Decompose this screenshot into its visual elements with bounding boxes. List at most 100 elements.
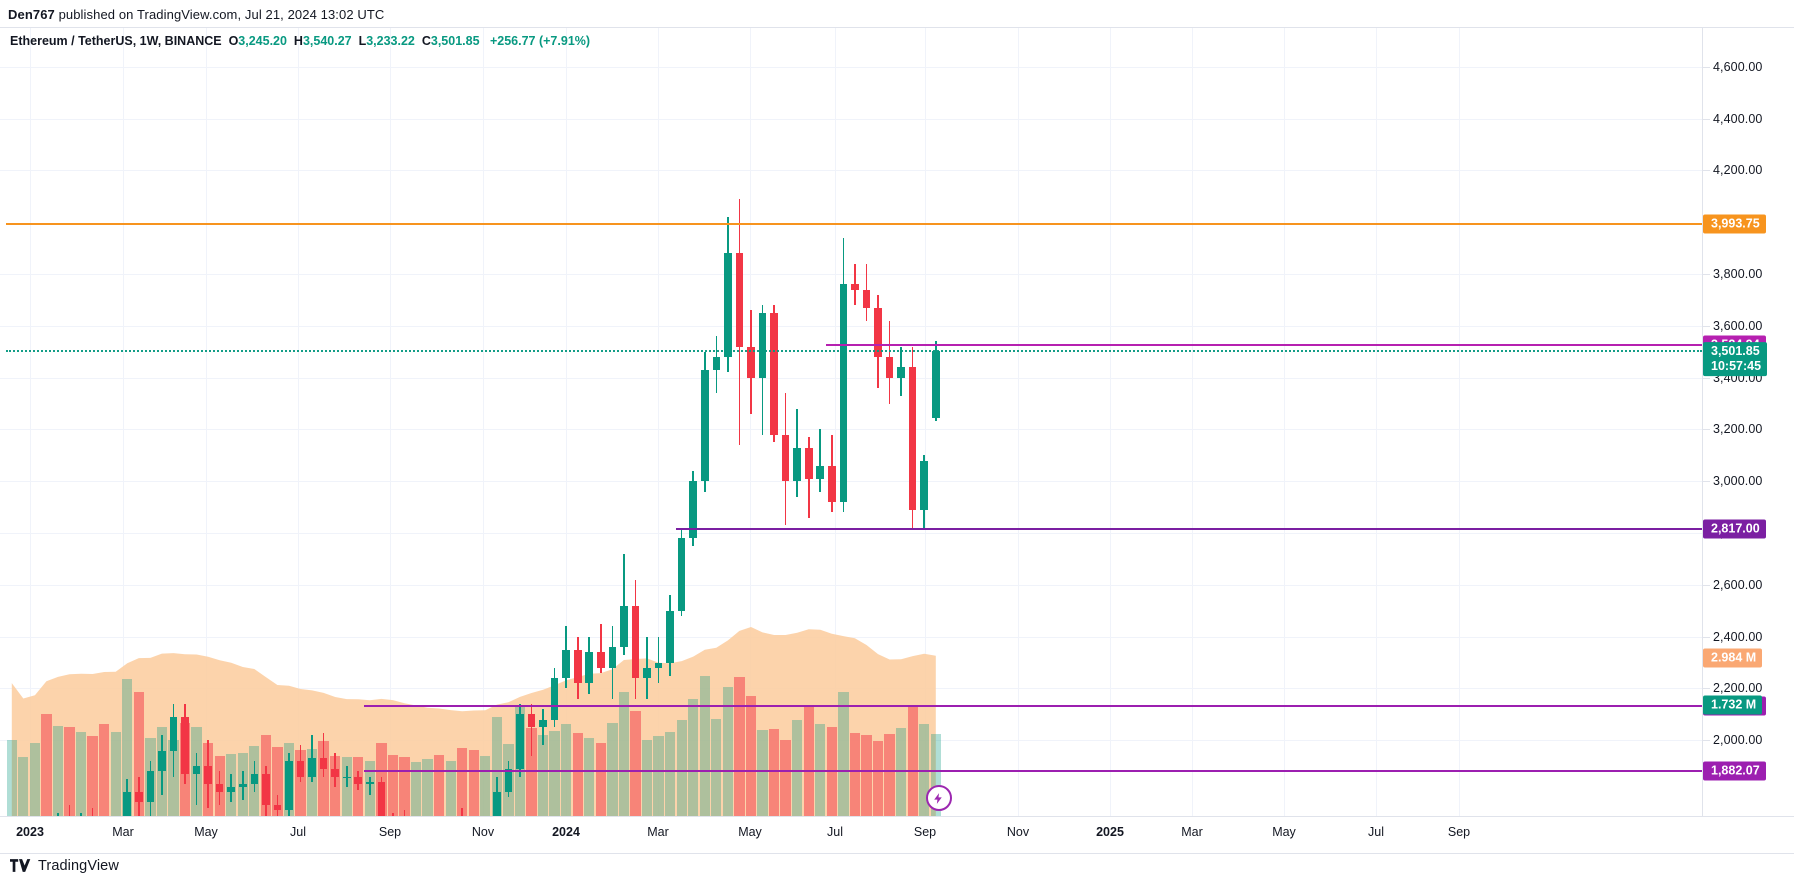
lightning-bolt-icon[interactable] bbox=[925, 785, 952, 811]
volume-bar bbox=[168, 739, 179, 816]
volume-bar bbox=[399, 756, 410, 816]
candle-wick bbox=[530, 704, 533, 756]
price-axis-tick: 3,600.00 bbox=[1713, 318, 1763, 333]
time-axis-tick: Jul bbox=[1368, 825, 1384, 839]
candle-body bbox=[504, 768, 513, 793]
axis-tick-mark bbox=[1703, 170, 1710, 172]
gridline-vertical bbox=[390, 28, 391, 816]
gridline-horizontal bbox=[0, 429, 1702, 431]
gridline-vertical bbox=[1376, 28, 1377, 816]
chart-legend: Ethereum / TetherUS, 1W, BINANCE O3,245.… bbox=[10, 34, 590, 48]
chart-frame: Ethereum / TetherUS, 1W, BINANCE O3,245.… bbox=[0, 27, 1794, 817]
candle-wick bbox=[600, 623, 602, 673]
gridline-vertical bbox=[206, 28, 207, 816]
gridline-vertical bbox=[1192, 28, 1193, 816]
price-axis-tick: 2,000.00 bbox=[1713, 733, 1763, 748]
volume-bar bbox=[895, 727, 907, 816]
price-badge-value: 1.732 M bbox=[1711, 697, 1757, 712]
price-level-line[interactable] bbox=[826, 344, 1702, 347]
price-level-line[interactable] bbox=[6, 350, 1702, 353]
price-level-line[interactable] bbox=[364, 705, 1702, 708]
candle-body bbox=[377, 781, 386, 816]
volume-bar bbox=[653, 735, 664, 816]
price-axis-tick: 2,400.00 bbox=[1713, 629, 1763, 644]
gridline-vertical bbox=[566, 28, 567, 816]
gridline-vertical bbox=[123, 28, 124, 816]
time-axis-tick: May bbox=[194, 825, 218, 839]
axis-tick-mark bbox=[1703, 66, 1710, 68]
gridline-horizontal bbox=[0, 325, 1702, 327]
candle-wick bbox=[403, 810, 406, 816]
chart-pane: Ethereum / TetherUS, 1W, BINANCE O3,245.… bbox=[0, 28, 1794, 816]
gridline-horizontal bbox=[0, 377, 1702, 379]
tradingview-brand: TradingView bbox=[38, 857, 119, 874]
axis-tick-mark bbox=[1703, 377, 1710, 379]
time-axis-tick: Sep bbox=[1447, 825, 1471, 839]
volume-bar bbox=[641, 739, 653, 816]
volume-bar bbox=[29, 742, 41, 816]
volume-bar bbox=[838, 692, 849, 816]
gridline-vertical bbox=[30, 28, 31, 816]
candle-body bbox=[862, 289, 871, 308]
price-badge-volume-scale[interactable]: 2.984 M bbox=[1703, 648, 1763, 668]
candle-body bbox=[643, 667, 651, 679]
gridline-vertical bbox=[1110, 28, 1111, 816]
candle-body bbox=[158, 750, 166, 772]
volume-bar bbox=[387, 755, 399, 816]
legend-change: +256.77 (+7.91%) bbox=[489, 34, 591, 48]
gridline-vertical bbox=[483, 28, 484, 816]
time-axis-tick: 2025 bbox=[1096, 825, 1124, 839]
price-badge-level-2817[interactable]: 2,817.00 bbox=[1703, 519, 1766, 539]
time-axis-tick: Jul bbox=[290, 825, 306, 839]
price-badge-value: 2.984 M bbox=[1711, 650, 1757, 665]
price-badge-volume-last[interactable]: 1.732 M bbox=[1703, 695, 1763, 715]
volume-bar bbox=[861, 734, 872, 816]
axis-tick-mark bbox=[1703, 740, 1710, 742]
time-axis[interactable]: 2023 Mar May Jul Sep Nov 2024 Mar May Jul Sep Nov 20… bbox=[0, 817, 1794, 853]
candle-body bbox=[366, 781, 374, 785]
volume-bar bbox=[480, 756, 491, 816]
gridline-horizontal bbox=[0, 66, 1702, 68]
time-axis-tick: Mar bbox=[112, 825, 134, 839]
axis-tick-mark bbox=[1703, 481, 1710, 483]
volume-bar bbox=[618, 692, 630, 816]
candle-body bbox=[700, 369, 709, 482]
candle-body bbox=[735, 253, 744, 347]
volume-bar bbox=[410, 762, 422, 816]
candle-body bbox=[747, 346, 755, 378]
price-badge-level-1882[interactable]: 1,882.07 bbox=[1703, 761, 1766, 781]
candle-body bbox=[585, 652, 594, 684]
volume-bar bbox=[422, 758, 433, 816]
price-level-line[interactable] bbox=[364, 769, 1702, 772]
volume-bar bbox=[768, 728, 780, 816]
legend-close-label: C bbox=[421, 34, 431, 48]
candle-body bbox=[262, 773, 270, 806]
price-badge-resistance-3993[interactable]: 3,993.75 bbox=[1703, 214, 1766, 234]
candle-body bbox=[493, 792, 501, 816]
candle-body bbox=[250, 773, 259, 785]
candle-body bbox=[712, 356, 721, 370]
price-level-line[interactable] bbox=[6, 222, 1702, 225]
price-level-line[interactable] bbox=[675, 527, 1702, 530]
volume-bar bbox=[745, 695, 757, 816]
price-axis-tick: 3,200.00 bbox=[1713, 422, 1763, 437]
volume-bar bbox=[849, 733, 861, 816]
price-badge-last-price[interactable]: 3,501.85 10:57:45 bbox=[1703, 342, 1768, 377]
plot-area[interactable] bbox=[0, 28, 1702, 816]
gridline-vertical bbox=[298, 28, 299, 816]
price-axis[interactable]: 4,600.00 4,400.00 4,200.00 3,800.00 3,600.00… bbox=[1702, 28, 1794, 816]
candle-body bbox=[666, 610, 674, 663]
candle-wick bbox=[322, 732, 325, 777]
gridline-vertical bbox=[1459, 28, 1460, 816]
candle-body bbox=[677, 538, 686, 611]
volume-bar bbox=[318, 740, 329, 816]
candle-wick bbox=[657, 636, 660, 684]
candle-body bbox=[296, 761, 305, 777]
volume-bar bbox=[688, 699, 699, 816]
candle-body bbox=[608, 647, 617, 668]
axis-tick-mark bbox=[1703, 688, 1710, 690]
legend-symbol[interactable]: Ethereum / TetherUS, 1W, BINANCE bbox=[10, 34, 222, 48]
volume-average-area bbox=[11, 627, 936, 816]
legend-low-value: 3,233.22 bbox=[366, 34, 415, 48]
